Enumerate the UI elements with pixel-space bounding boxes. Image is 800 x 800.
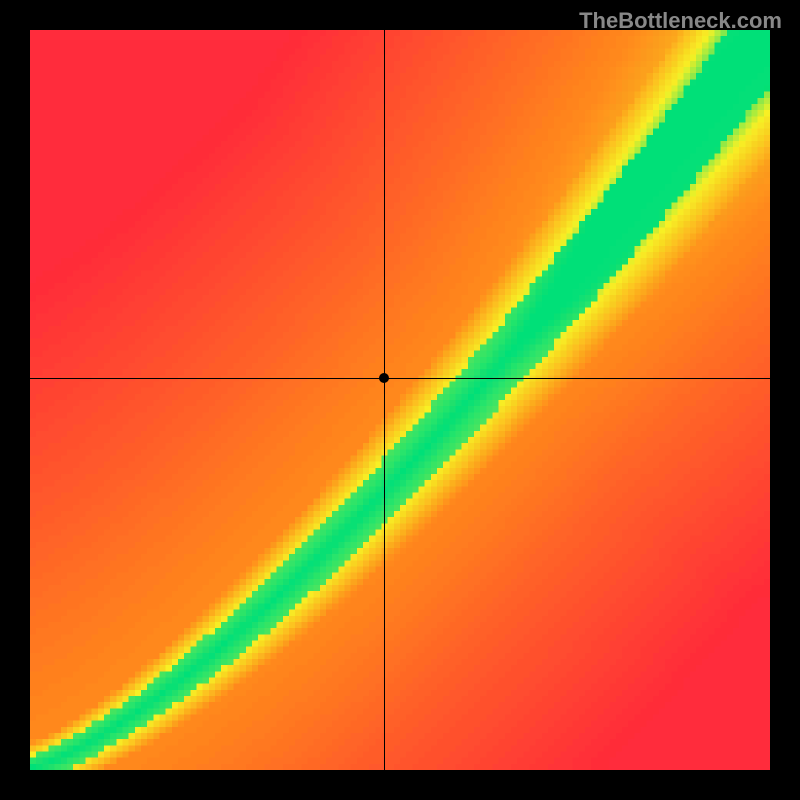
crosshair-horizontal [30,378,770,379]
bottleneck-heatmap [30,30,770,770]
crosshair-vertical [384,30,385,770]
watermark-text: TheBottleneck.com [579,8,782,34]
crosshair-marker [379,373,389,383]
heatmap-canvas [30,30,770,770]
